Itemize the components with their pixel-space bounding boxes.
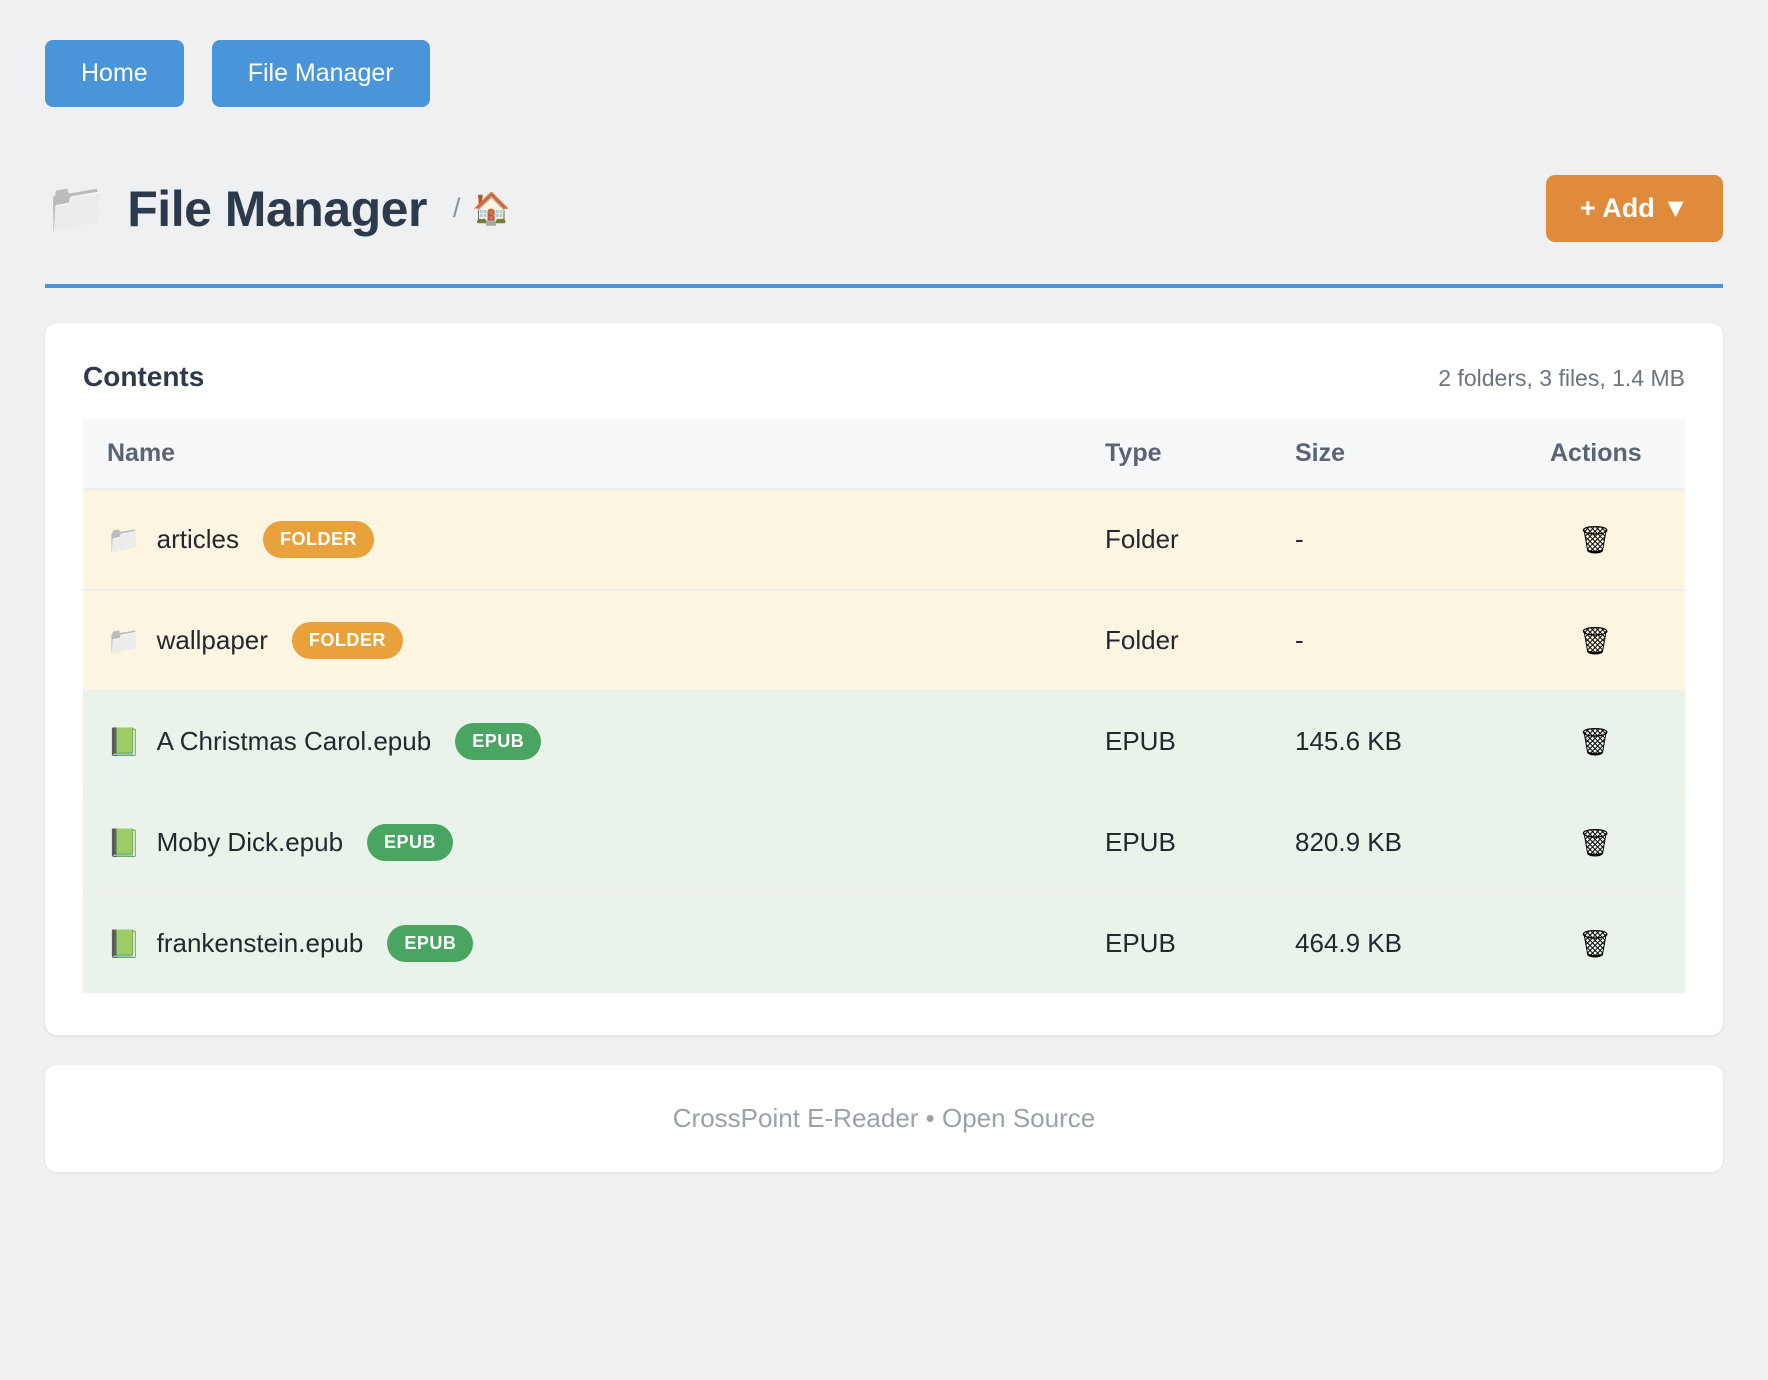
column-header-size: Size <box>1295 419 1550 489</box>
file-size: 464.9 KB <box>1295 892 1550 993</box>
type-badge: FOLDER <box>262 521 374 558</box>
footer: CrossPoint E-Reader • Open Source <box>45 1065 1723 1172</box>
file-table-header: Name Type Size Actions <box>83 419 1685 489</box>
book-icon: 📗 <box>107 726 141 757</box>
type-badge: EPUB <box>367 824 454 861</box>
column-header-name: Name <box>83 419 1105 489</box>
file-type: Folder <box>1105 488 1295 590</box>
home-icon[interactable]: 🏠 <box>472 191 512 226</box>
file-size: 145.6 KB <box>1295 690 1550 792</box>
title-group: 📁 File Manager / 🏠 <box>45 179 511 238</box>
page: Home File Manager 📁 File Manager / 🏠 + A… <box>45 40 1723 1172</box>
contents-summary: 2 folders, 3 files, 1.4 MB <box>1438 365 1685 391</box>
home-button[interactable]: Home <box>45 40 184 107</box>
file-name[interactable]: frankenstein.epub <box>156 928 364 958</box>
book-icon: 📗 <box>107 928 141 959</box>
column-header-type: Type <box>1105 419 1295 489</box>
folder-icon: 📁 <box>107 524 141 555</box>
header-divider <box>45 284 1723 288</box>
contents-heading: Contents <box>83 361 205 392</box>
breadcrumb: / 🏠 <box>453 190 511 227</box>
delete-button[interactable]: 🗑 <box>1550 625 1612 657</box>
file-size: - <box>1295 589 1550 691</box>
file-type: EPUB <box>1105 791 1295 893</box>
folder-icon: 📁 <box>107 625 141 656</box>
table-row[interactable]: 📗 frankenstein.epub EPUB EPUB 464.9 KB 🗑 <box>83 892 1685 993</box>
file-type: Folder <box>1105 589 1295 691</box>
breadcrumb-separator: / <box>452 193 461 223</box>
file-table: Name Type Size Actions 📁 articles FOLDER <box>83 419 1685 993</box>
file-manager-button[interactable]: File Manager <box>211 40 430 107</box>
table-row[interactable]: 📗 A Christmas Carol.epub EPUB EPUB 145.6… <box>83 690 1685 792</box>
column-header-actions: Actions <box>1550 419 1685 489</box>
file-size: - <box>1295 488 1550 590</box>
delete-button[interactable]: 🗑 <box>1550 827 1612 859</box>
folder-icon: 📁 <box>45 180 108 236</box>
contents-card-header: Contents 2 folders, 3 files, 1.4 MB <box>83 361 1685 393</box>
page-title: File Manager <box>127 180 427 237</box>
type-badge: EPUB <box>455 723 542 760</box>
file-type: EPUB <box>1105 690 1295 792</box>
contents-card: Contents 2 folders, 3 files, 1.4 MB Name… <box>45 323 1723 1035</box>
top-nav: Home File Manager <box>45 40 1723 107</box>
delete-button[interactable]: 🗑 <box>1550 726 1612 758</box>
table-row[interactable]: 📁 wallpaper FOLDER Folder - 🗑 <box>83 589 1685 691</box>
page-header: 📁 File Manager / 🏠 + Add ▼ <box>45 175 1723 242</box>
type-badge: FOLDER <box>291 622 403 659</box>
table-row[interactable]: 📁 articles FOLDER Folder - 🗑 <box>83 488 1685 590</box>
delete-button[interactable]: 🗑 <box>1550 524 1612 556</box>
file-name[interactable]: wallpaper <box>156 625 268 655</box>
book-icon: 📗 <box>107 827 141 858</box>
type-badge: EPUB <box>387 925 474 962</box>
file-size: 820.9 KB <box>1295 791 1550 893</box>
add-button[interactable]: + Add ▼ <box>1546 175 1723 242</box>
file-name[interactable]: Moby Dick.epub <box>156 827 344 857</box>
file-name[interactable]: articles <box>156 524 239 554</box>
file-type: EPUB <box>1105 892 1295 993</box>
file-name[interactable]: A Christmas Carol.epub <box>156 726 432 756</box>
footer-text: CrossPoint E-Reader • Open Source <box>672 1103 1096 1133</box>
delete-button[interactable]: 🗑 <box>1550 928 1612 960</box>
table-row[interactable]: 📗 Moby Dick.epub EPUB EPUB 820.9 KB 🗑 <box>83 791 1685 893</box>
